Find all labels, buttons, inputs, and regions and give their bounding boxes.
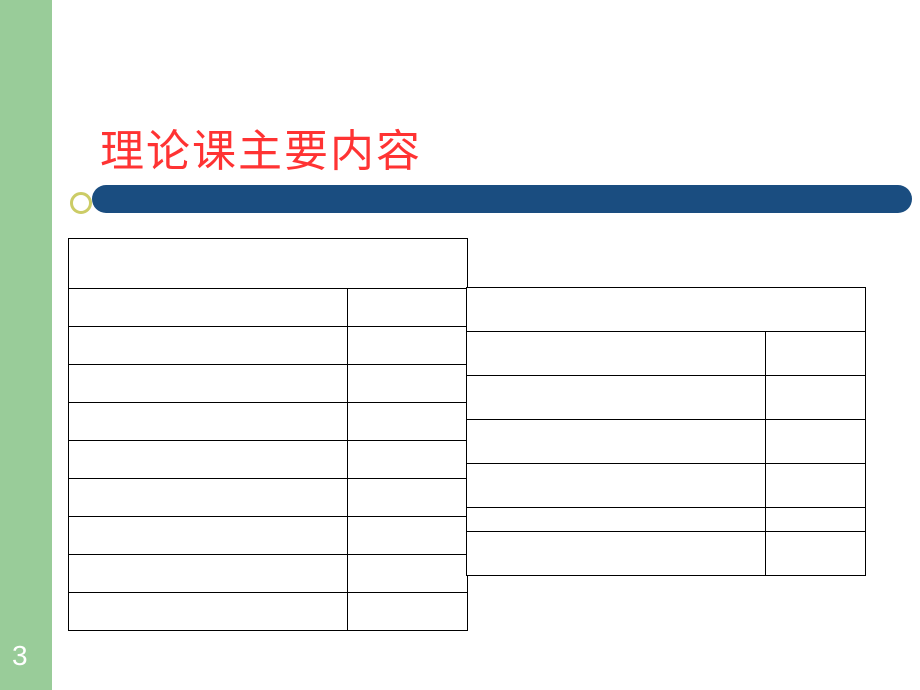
table-row (69, 365, 468, 403)
table-cell (348, 555, 468, 593)
bullet-icon (70, 192, 92, 214)
table-cell (766, 332, 866, 376)
table-row (69, 593, 468, 631)
table-cell (348, 517, 468, 555)
table-row (467, 420, 866, 464)
table-cell (467, 464, 766, 508)
table-cell (348, 327, 468, 365)
table-row (467, 508, 866, 532)
table-cell (69, 517, 348, 555)
table-row (69, 289, 468, 327)
page-title: 理论课主要内容 (100, 115, 422, 179)
title-area: 理论课主要内容 (100, 115, 422, 179)
table-cell (348, 593, 468, 631)
table-row (69, 239, 468, 289)
table-cell (766, 420, 866, 464)
table-cell (467, 508, 766, 532)
table-cell (467, 376, 766, 420)
table-row (69, 517, 468, 555)
table-cell (348, 479, 468, 517)
table-cell (69, 555, 348, 593)
title-underline (92, 185, 912, 213)
table-row (467, 464, 866, 508)
table-cell (467, 288, 866, 332)
content-table-right (466, 287, 866, 576)
table-cell (69, 289, 348, 327)
table-row (69, 479, 468, 517)
table-cell (766, 464, 866, 508)
table-cell (69, 365, 348, 403)
table-row (69, 327, 468, 365)
table-cell (348, 441, 468, 479)
table-row (467, 376, 866, 420)
table-cell (766, 508, 866, 532)
table-cell (348, 289, 468, 327)
table-row (69, 441, 468, 479)
table-cell (69, 403, 348, 441)
table-row (467, 532, 866, 576)
sidebar (0, 0, 52, 690)
table-cell (69, 239, 468, 289)
table-cell (69, 479, 348, 517)
table-cell (467, 332, 766, 376)
table-cell (348, 403, 468, 441)
table-cell (766, 532, 866, 576)
table-cell (467, 420, 766, 464)
table-cell (348, 365, 468, 403)
table-row (467, 332, 866, 376)
table-cell (69, 593, 348, 631)
table-row (467, 288, 866, 332)
table-row (69, 555, 468, 593)
content-table-left (68, 238, 468, 631)
table-cell (69, 441, 348, 479)
page-number: 3 (12, 640, 28, 672)
table-cell (766, 376, 866, 420)
table-cell (69, 327, 348, 365)
table-cell (467, 532, 766, 576)
table-row (69, 403, 468, 441)
